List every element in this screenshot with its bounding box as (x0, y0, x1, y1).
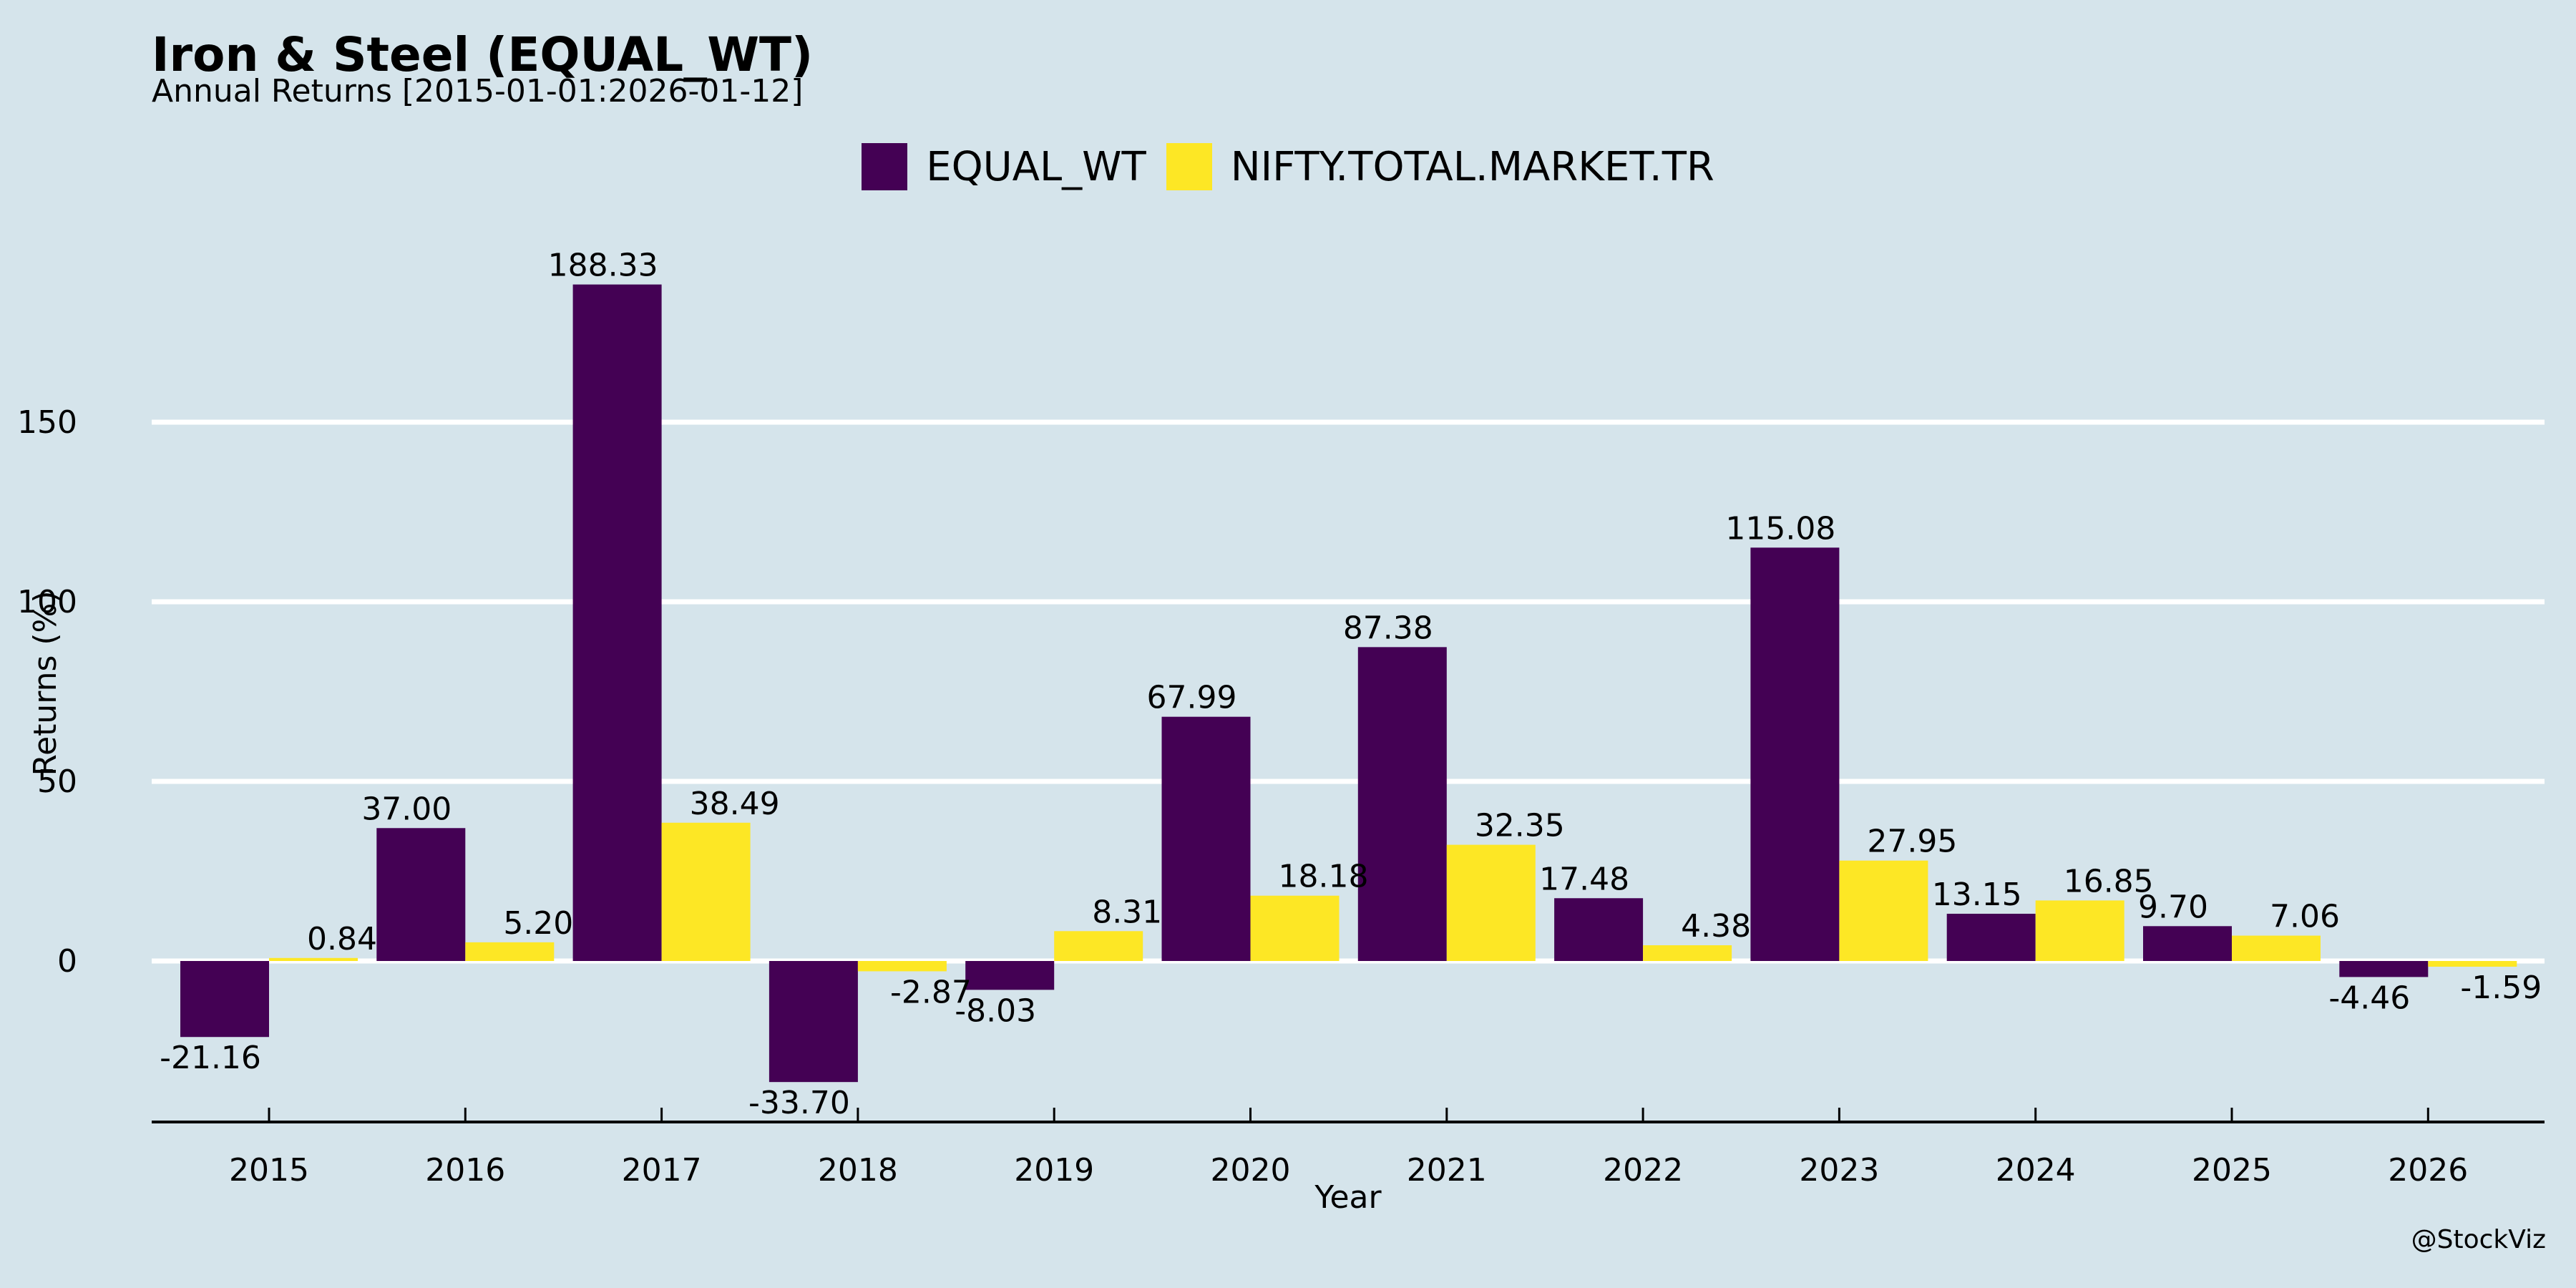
data-label: 18.18 (1279, 859, 1369, 895)
data-label: 115.08 (1725, 510, 1835, 547)
x-tick-label: 2024 (1996, 1152, 2076, 1189)
data-label: 87.38 (1343, 610, 1433, 646)
chart-title: Iron & Steel (EQUAL_WT) (152, 27, 814, 82)
bar-nifty-2020 (1250, 895, 1340, 961)
bar-nifty-2015 (269, 957, 358, 961)
legend-item-nifty: NIFTY.TOTAL.MARKET.TR (1166, 143, 1714, 190)
x-tick-label: 2020 (1211, 1152, 1291, 1189)
axes: 0 50 100 150 2015 2016 2017 2018 2019 2020 2021 202… (17, 404, 2545, 1189)
x-tick-label: 2021 (1407, 1152, 1487, 1189)
x-tick-label: 2018 (818, 1152, 898, 1189)
x-tick-label: 2022 (1603, 1152, 1683, 1189)
data-label: 4.38 (1681, 908, 1751, 945)
bar-nifty-2025 (2232, 935, 2321, 961)
bar-equal-wt-2015 (180, 961, 269, 1038)
y-tick-label: 0 (57, 943, 77, 980)
bar-nifty-2016 (465, 942, 555, 961)
bar-nifty-2017 (661, 822, 751, 961)
bar-nifty-2022 (1643, 945, 1732, 961)
x-tick-label: 2016 (425, 1152, 505, 1189)
chart-subtitle: Annual Returns [2015-01-01:2026-01-12] (152, 73, 804, 109)
data-label: 37.00 (361, 791, 452, 827)
x-tick-label: 2019 (1014, 1152, 1094, 1189)
bar-equal-wt-2023 (1750, 547, 1840, 961)
data-label: 67.99 (1147, 680, 1237, 716)
legend-label-nifty: NIFTY.TOTAL.MARKET.TR (1230, 143, 1714, 190)
legend-label-equal-wt: EQUAL_WT (926, 143, 1146, 190)
data-label: -21.16 (160, 1040, 261, 1076)
bar-equal-wt-2018 (769, 961, 858, 1083)
bar-equal-wt-2021 (1357, 647, 1447, 961)
bar-equal-wt-2019 (965, 961, 1055, 990)
data-label: -2.87 (890, 974, 972, 1010)
x-tick-label: 2017 (622, 1152, 702, 1189)
bar-nifty-2018 (857, 961, 947, 972)
x-tick-label: 2026 (2388, 1152, 2468, 1189)
bars (180, 284, 2517, 1083)
data-label: 0.84 (307, 921, 377, 957)
data-label: 16.85 (2064, 863, 2154, 899)
bar-nifty-2024 (2035, 900, 2124, 961)
data-label: 27.95 (1867, 824, 1957, 860)
data-label: 38.49 (690, 786, 780, 822)
data-label: 32.35 (1475, 808, 1565, 844)
bar-equal-wt-2022 (1554, 898, 1644, 961)
data-labels: -21.16 0.84 37.00 5.20 188.33 38.49 -33.70 -2.8… (160, 248, 2542, 1122)
bar-equal-wt-2020 (1161, 716, 1251, 961)
bar-nifty-2026 (2428, 961, 2517, 967)
legend-swatch-equal-wt (862, 143, 908, 190)
bar-equal-wt-2025 (2143, 926, 2232, 961)
y-tick-label: 150 (17, 404, 77, 441)
data-label: -8.03 (955, 992, 1036, 1029)
data-label: 13.15 (1932, 877, 2022, 913)
data-label: 9.70 (2138, 889, 2208, 925)
bar-equal-wt-2026 (2339, 961, 2429, 977)
x-tick-label: 2015 (229, 1152, 309, 1189)
x-tick-label: 2023 (1799, 1152, 1879, 1189)
data-label: 17.48 (1539, 861, 1629, 897)
data-label: 7.06 (2270, 899, 2340, 935)
bar-equal-wt-2017 (572, 284, 662, 962)
y-axis-title: Returns (%) (27, 590, 64, 776)
data-label: -4.46 (2328, 980, 2410, 1016)
x-axis-title: Year (1314, 1179, 1382, 1216)
credit-text: @StockViz (2411, 1225, 2546, 1254)
legend: EQUAL_WT NIFTY.TOTAL.MARKET.TR (0, 143, 2576, 190)
data-label: -1.59 (2460, 970, 2542, 1006)
bar-nifty-2023 (1839, 860, 1928, 961)
data-label: -33.70 (748, 1085, 850, 1121)
legend-swatch-nifty (1166, 143, 1212, 190)
x-tick-label: 2025 (2192, 1152, 2272, 1189)
legend-item-equal-wt: EQUAL_WT (862, 143, 1146, 190)
y-tick-label: 100 (17, 584, 77, 620)
bar-nifty-2019 (1054, 931, 1143, 961)
data-label: 188.33 (548, 248, 658, 284)
bar-nifty-2021 (1446, 844, 1536, 961)
data-label: 5.20 (503, 905, 573, 942)
y-tick-label: 50 (37, 763, 77, 800)
bar-equal-wt-2016 (376, 828, 466, 961)
bar-equal-wt-2024 (1946, 913, 2036, 961)
data-label: 8.31 (1092, 894, 1162, 930)
